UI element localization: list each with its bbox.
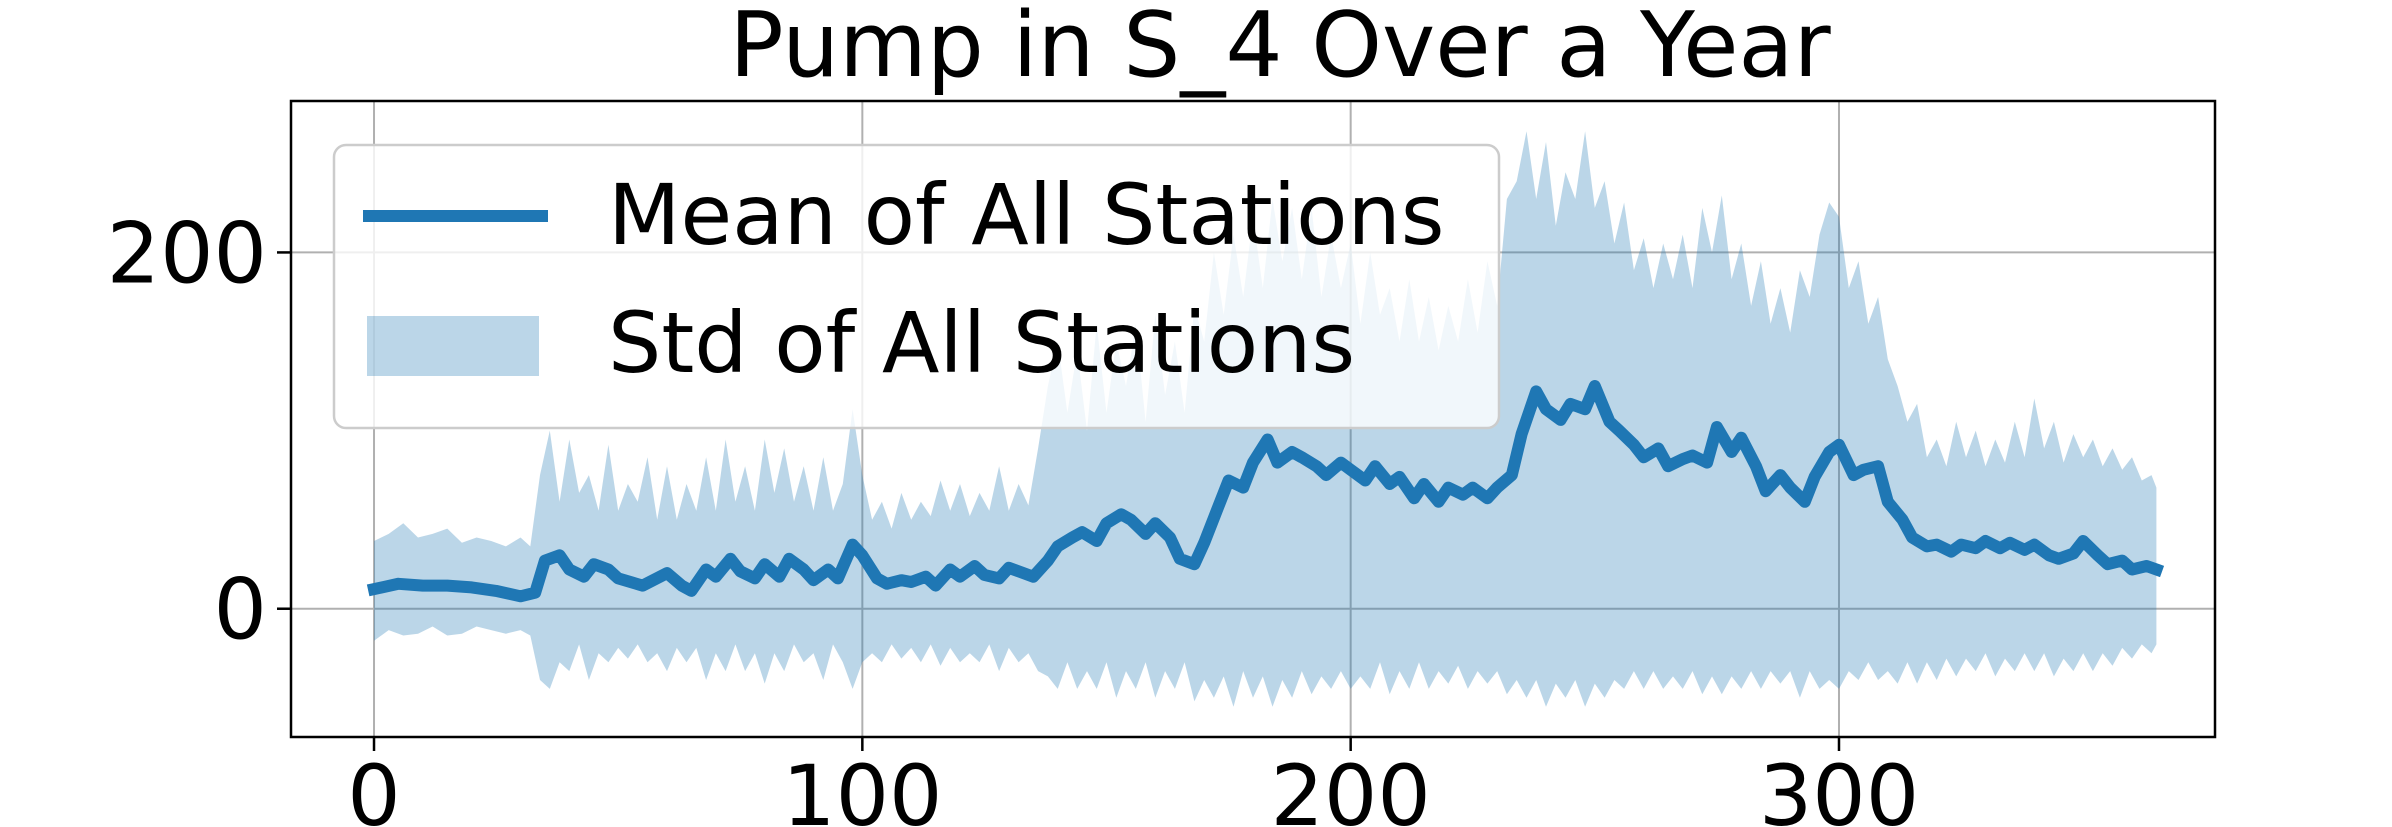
plot-frame (289, 99, 2217, 739)
y-tick-label: 200 (107, 204, 267, 302)
legend-std-band-swatch (367, 316, 539, 376)
mean-line-layer (366, 380, 2165, 603)
mean-line (366, 380, 2165, 603)
x-tick-label: 0 (347, 747, 400, 827)
x-tick-label: 300 (1759, 747, 1919, 827)
x-tick-label: 100 (782, 747, 942, 827)
x-axis: 0 100 200 300 (347, 737, 1919, 827)
legend-box (332, 143, 1501, 430)
legend: Mean of All Stations Std of All Stations (332, 143, 1501, 430)
legend-mean-label: Mean of All Stations (608, 166, 1444, 264)
y-axis: 0 200 (107, 204, 291, 659)
legend-std-label: Std of All Stations (608, 294, 1355, 392)
x-tick-label: 200 (1270, 747, 1430, 827)
y-tick-label: 0 (214, 561, 267, 659)
chart-title: Pump in S_4 Over a Year (729, 0, 1830, 98)
